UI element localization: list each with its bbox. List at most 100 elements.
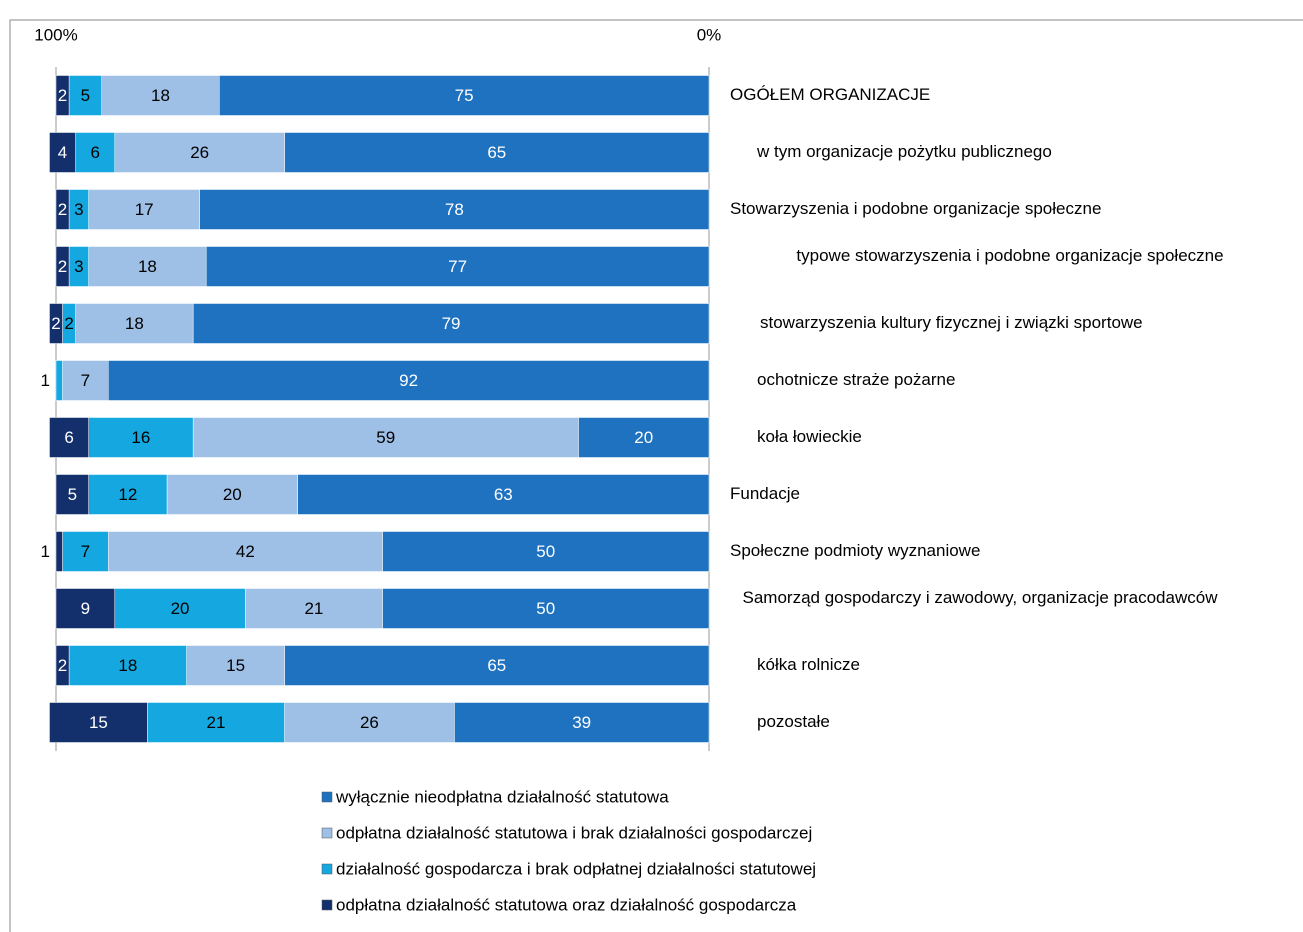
legend-label: wyłącznie nieodpłatna działalność statut… <box>335 787 669 806</box>
data-label: 2 <box>58 200 67 219</box>
bar-segment <box>49 132 76 173</box>
data-label: 18 <box>118 656 137 675</box>
bar-segment <box>62 531 109 572</box>
data-label: 63 <box>494 485 513 504</box>
legend-label: działalność gospodarcza i brak odpłatnej… <box>336 859 816 878</box>
data-label: 15 <box>89 713 108 732</box>
bar-segment <box>219 75 710 116</box>
bar-segment <box>186 645 285 686</box>
data-label: 18 <box>138 257 157 276</box>
bar-segment <box>284 645 710 686</box>
bar-segment <box>107 531 383 572</box>
data-label: 39 <box>572 713 591 732</box>
x-tick-label: 0% <box>697 25 722 44</box>
data-label: 77 <box>448 257 467 276</box>
bar-segment <box>55 246 70 287</box>
data-label: 2 <box>58 656 67 675</box>
data-label: 21 <box>304 599 323 618</box>
data-label: 1 <box>41 371 50 390</box>
bar-segment <box>68 75 102 116</box>
bar-segment <box>55 75 70 116</box>
category-label: ochotnicze straże pożarne <box>757 369 956 389</box>
bar-segment <box>192 417 579 458</box>
category-label: Społeczne podmioty wyznaniowe <box>730 540 981 560</box>
data-label: 2 <box>64 314 73 333</box>
bar-segment <box>75 303 194 344</box>
category-label: typowe stowarzyszenia i podobne organiza… <box>796 245 1224 265</box>
data-label: 26 <box>360 713 379 732</box>
bar-segment <box>114 132 285 173</box>
data-label: 18 <box>151 86 170 105</box>
data-label: 16 <box>131 428 150 447</box>
data-label: 65 <box>487 143 506 162</box>
data-label: 3 <box>74 200 83 219</box>
data-label: 6 <box>64 428 73 447</box>
bar-segment <box>382 588 710 629</box>
bar-segment <box>107 360 710 401</box>
bar-segment <box>55 531 63 572</box>
data-label: 6 <box>90 143 99 162</box>
data-label: 2 <box>58 257 67 276</box>
bar-segment <box>166 474 298 515</box>
category-label: koła łowieckie <box>757 426 862 446</box>
data-label: 42 <box>236 542 255 561</box>
category-label: w tym organizacje pożytku publicznego <box>757 141 1052 161</box>
data-label: 1 <box>41 542 50 561</box>
category-label: kółka rolnicze <box>757 654 860 674</box>
data-label: 18 <box>125 314 144 333</box>
data-label: 20 <box>223 485 242 504</box>
data-label: 17 <box>135 200 154 219</box>
bar-segment <box>55 588 116 629</box>
data-label: 9 <box>81 599 90 618</box>
bar-segment <box>55 189 70 230</box>
bar-segment <box>578 417 710 458</box>
data-label: 65 <box>487 656 506 675</box>
data-label: 59 <box>376 428 395 447</box>
data-label: 12 <box>118 485 137 504</box>
bar-segment <box>297 474 710 515</box>
data-label: 3 <box>74 257 83 276</box>
bar-segment <box>88 474 168 515</box>
category-label: OGÓŁEM ORGANIZACJE <box>730 84 931 104</box>
data-label: 2 <box>51 314 60 333</box>
data-label: 50 <box>536 599 555 618</box>
bar-segment <box>68 645 187 686</box>
bar-segment <box>88 246 207 287</box>
data-label: 7 <box>81 371 90 390</box>
legend-swatch <box>321 827 333 839</box>
data-label: 5 <box>81 86 90 105</box>
legend-label: odpłatna działalność statutowa oraz dzia… <box>336 895 797 914</box>
bar-segment <box>88 189 200 230</box>
data-label: 20 <box>634 428 653 447</box>
bar-segment <box>49 702 148 743</box>
data-label: 7 <box>81 542 90 561</box>
bar-segment <box>49 303 63 344</box>
bar-segment <box>192 303 710 344</box>
data-label: 79 <box>442 314 461 333</box>
bar-segment <box>382 531 710 572</box>
bar-segment <box>114 588 246 629</box>
data-label: 4 <box>58 143 67 162</box>
data-label: 26 <box>190 143 209 162</box>
bar-segment <box>284 132 710 173</box>
data-label: 20 <box>171 599 190 618</box>
bar-segment <box>284 702 455 743</box>
legend-label: odpłatna działalność statutowa i brak dz… <box>336 823 812 842</box>
bar-segment <box>245 588 383 629</box>
bar-segment <box>55 474 89 515</box>
data-label: 2 <box>58 86 67 105</box>
bar-segment <box>55 645 70 686</box>
bar-segment <box>454 702 710 743</box>
legend-swatch <box>321 863 333 875</box>
bar-segment <box>55 360 63 401</box>
data-label: 92 <box>399 371 418 390</box>
data-label: 21 <box>207 713 226 732</box>
category-label: Samorząd gospodarczy i zawodowy, organiz… <box>742 587 1218 607</box>
legend-swatch <box>321 899 333 911</box>
data-label: 75 <box>455 86 474 105</box>
data-label: 78 <box>445 200 464 219</box>
category-label: Fundacje <box>730 483 800 503</box>
data-label: 5 <box>68 485 77 504</box>
